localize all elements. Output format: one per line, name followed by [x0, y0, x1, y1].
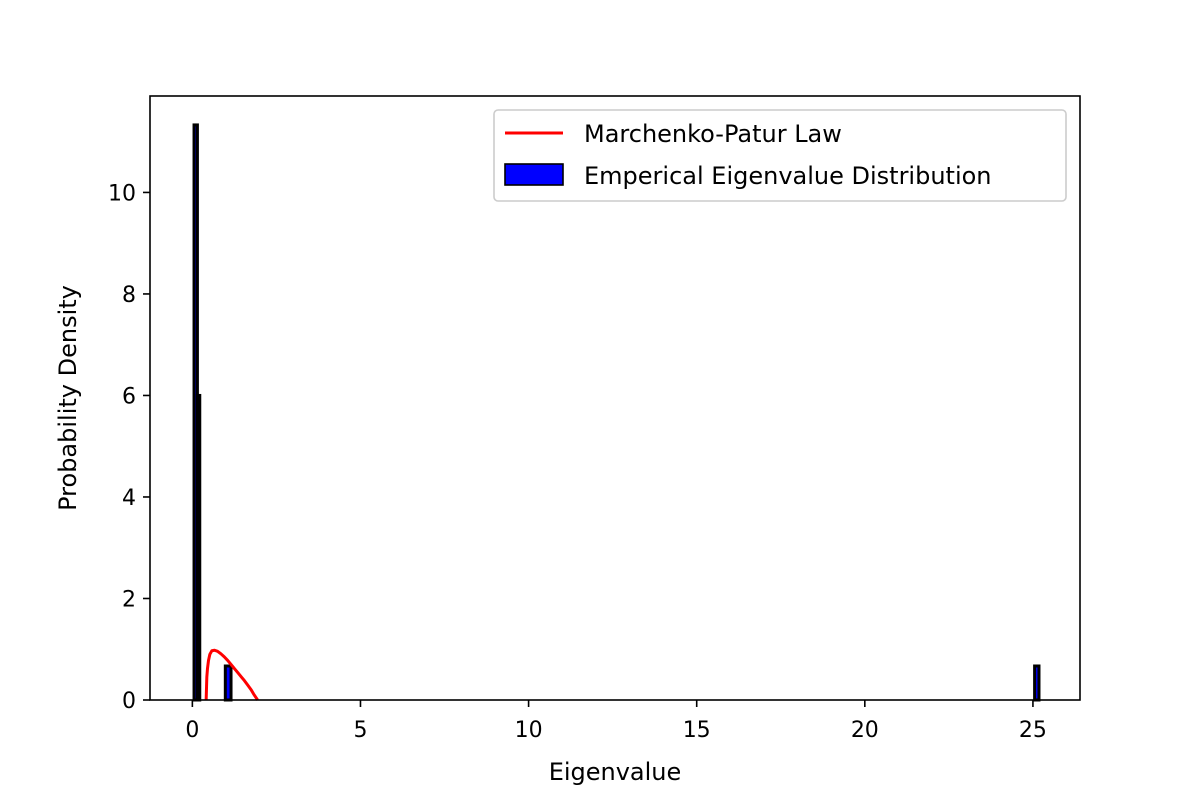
legend-label-empirical: Emperical Eigenvalue Distribution — [584, 162, 992, 190]
y-tick-label: 2 — [122, 587, 136, 612]
mp-law-series — [204, 648, 259, 701]
x-axis-ticks: 0 5 10 15 20 25 — [185, 700, 1047, 743]
x-tick-label: 10 — [515, 718, 543, 743]
x-tick-label: 0 — [185, 718, 199, 743]
x-tick-label: 5 — [353, 718, 367, 743]
x-tick-label: 25 — [1019, 718, 1047, 743]
legend-hist-swatch — [504, 163, 564, 186]
y-axis-label: Probability Density — [54, 285, 82, 511]
y-tick-label: 8 — [122, 283, 136, 308]
x-tick-label: 15 — [683, 718, 711, 743]
x-axis-label: Eigenvalue — [549, 758, 682, 786]
histogram-bar — [195, 393, 202, 702]
y-tick-label: 6 — [122, 384, 136, 409]
legend-box — [493, 109, 1067, 202]
y-tick-label: 4 — [122, 486, 136, 511]
histogram-bar — [223, 664, 233, 702]
plot-frame — [149, 95, 1081, 701]
histogram-bar — [1033, 664, 1041, 702]
y-tick-label: 10 — [108, 181, 136, 206]
y-axis-ticks: 0 2 4 6 8 10 — [108, 181, 150, 714]
legend: Marchenko-Patur Law Emperical Eigenvalue… — [493, 109, 1067, 202]
legend-label-mp-law: Marchenko-Patur Law — [584, 120, 842, 148]
mp-law-line — [204, 648, 259, 701]
x-tick-label: 20 — [851, 718, 879, 743]
y-tick-label: 0 — [122, 689, 136, 714]
